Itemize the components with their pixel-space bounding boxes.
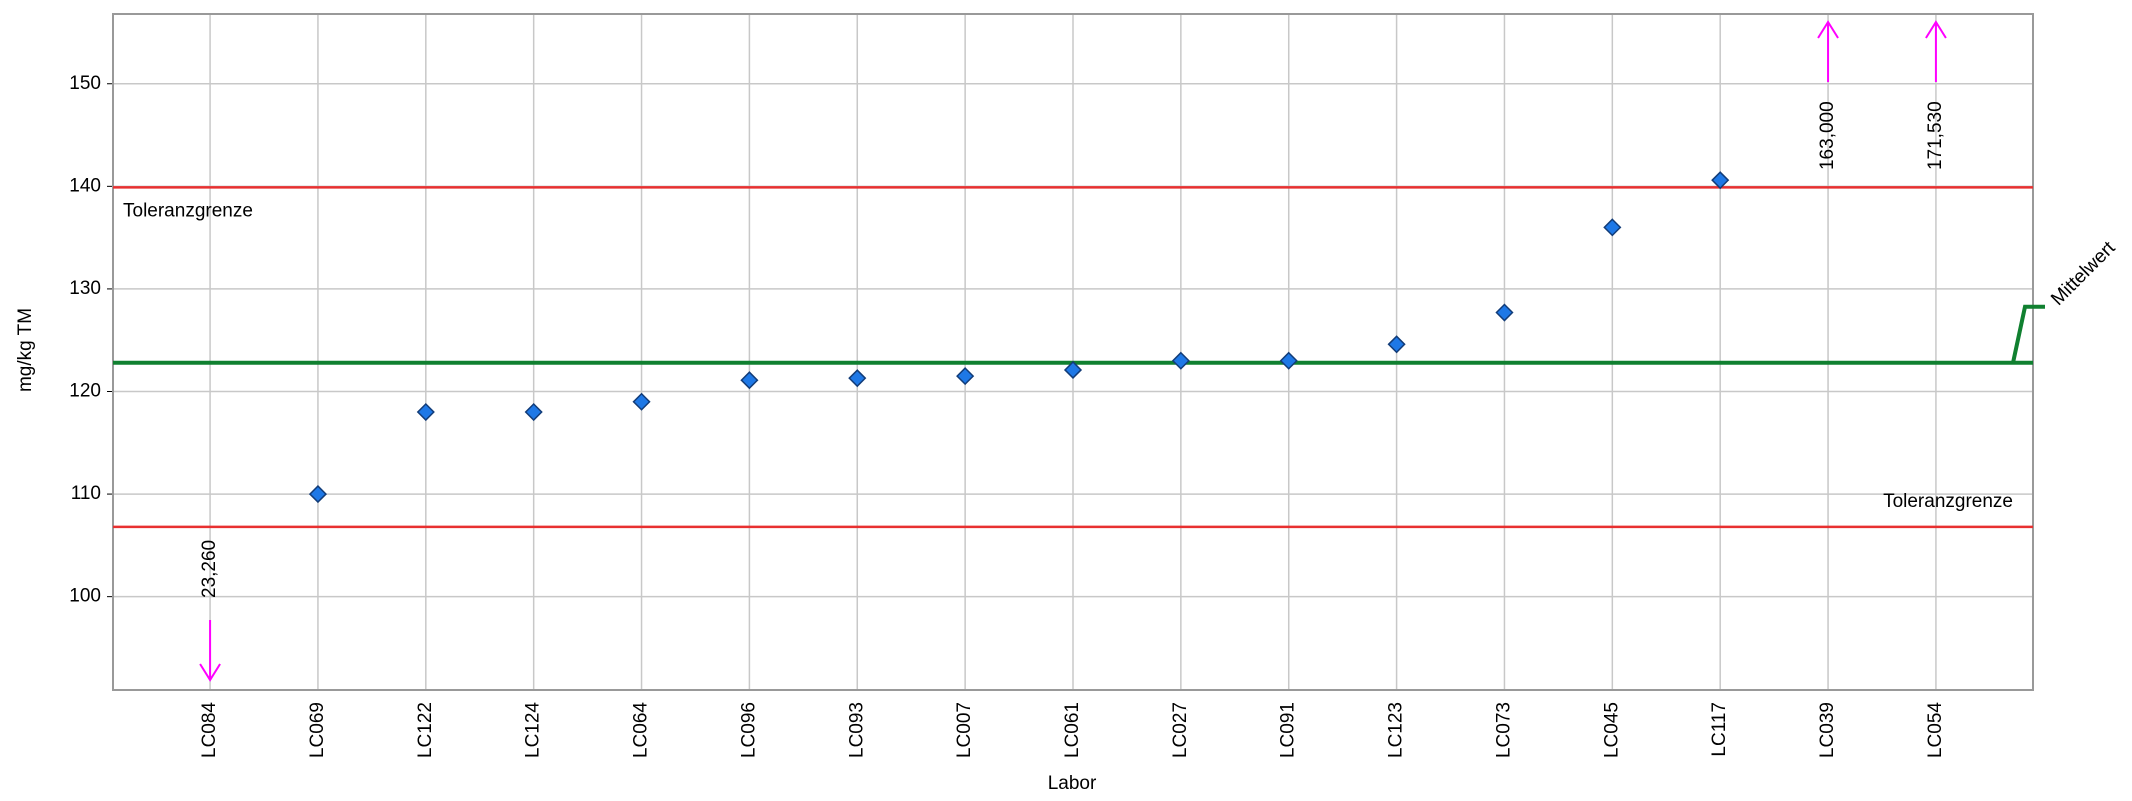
y-tick-label: 110 (71, 483, 101, 504)
data-point (632, 392, 651, 411)
x-tick-label: LC117 (1709, 702, 1730, 757)
x-tick-label: LC054 (1925, 702, 1946, 758)
x-tick-label: LC039 (1817, 702, 1838, 758)
data-point (416, 402, 435, 422)
value-label: 23,260 (199, 540, 220, 598)
value-label: 163,000 (1817, 101, 1838, 170)
data-point (1279, 351, 1298, 370)
out-of-range-arrow (1817, 20, 1839, 82)
y-tick-label: 150 (69, 73, 101, 94)
x-tick-label: LC069 (307, 702, 328, 758)
y-tick-label: 140 (69, 175, 101, 196)
x-tick-label: LC084 (199, 702, 220, 758)
reference-label: Toleranzgrenze (1883, 491, 2013, 512)
data-point (1171, 351, 1190, 370)
plot-frame (112, 13, 2034, 691)
x-tick-label: LC045 (1601, 702, 1622, 758)
x-tick-label: LC093 (846, 702, 867, 758)
y-tick-label: 130 (69, 278, 101, 299)
data-point (1711, 171, 1730, 190)
reference-label: Mittelwert (2047, 237, 2120, 310)
reference-label: Toleranzgrenze (123, 200, 253, 221)
x-tick-label: LC007 (954, 702, 975, 758)
data-point (1495, 303, 1514, 322)
out-of-range-arrow (199, 620, 221, 682)
x-axis-title: Labor (1048, 773, 1097, 794)
data-point (956, 367, 975, 386)
x-tick-label: LC096 (738, 702, 759, 758)
x-tick-label: LC027 (1170, 702, 1191, 758)
data-point (740, 371, 759, 390)
y-axis-title: mg/kg TM (15, 308, 36, 392)
x-tick-label: LC061 (1062, 702, 1083, 758)
x-tick-label: LC073 (1493, 702, 1514, 758)
y-tick-label: 100 (69, 586, 101, 607)
value-label: 171,530 (1925, 101, 1946, 170)
data-point (308, 485, 328, 504)
data-point (524, 402, 543, 422)
data-point (1603, 218, 1622, 237)
x-tick-label: LC064 (631, 702, 652, 758)
x-tick-label: LC091 (1278, 702, 1299, 758)
mean-bracket (2011, 304, 2045, 364)
x-tick-label: LC122 (415, 702, 436, 758)
data-point (1063, 360, 1083, 380)
y-tick-label: 120 (69, 381, 101, 402)
data-point (848, 369, 867, 388)
x-tick-label: LC123 (1386, 702, 1407, 758)
x-tick-label: LC124 (523, 702, 544, 758)
out-of-range-arrow (1925, 20, 1947, 82)
data-point (1387, 335, 1406, 354)
